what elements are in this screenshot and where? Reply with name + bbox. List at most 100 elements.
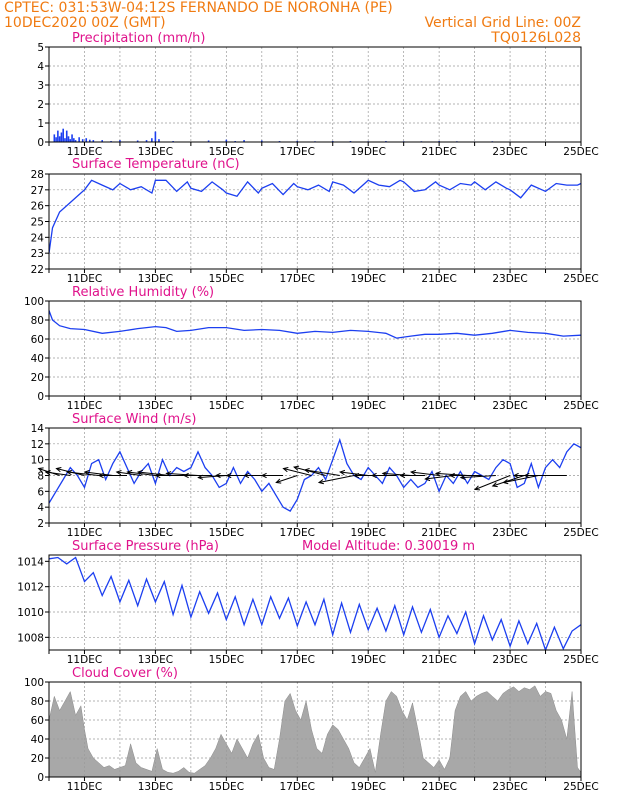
precip-xtick-label: 25DEC [563,146,598,158]
precip-bar [55,137,57,142]
wind-vector [304,469,340,476]
wind-vector-head [97,472,104,479]
precip-bar [207,140,210,142]
cloud-xtick-label: 15DEC [209,781,244,793]
wind-vector-head [214,472,221,479]
precip-bar [65,130,68,142]
precip-ytick-label: 2 [37,99,44,111]
wind-vector [67,471,99,476]
wind-vector [84,471,113,476]
pressure-xtick-label: 17DEC [280,654,315,666]
cloud-ytick-label: 100 [24,677,44,689]
temp-ytick-label: 23 [31,248,44,260]
cloud-ytick-label: 60 [31,715,44,727]
wind-vector-head [512,472,519,479]
wind-vector-head [523,472,530,479]
wind-title: Surface Wind (m/s) [72,412,196,427]
wind-vector-head [115,470,122,476]
wind-vector-head [473,485,481,491]
wind-vector-head [459,474,466,480]
wind-vector-head [136,469,143,476]
temp-ytick-label: 27 [31,185,44,197]
cloud-panel: 0 20 40 60 80 100 11DEC 13DEC 15DEC 17DEC 19DEC 21D… [24,677,599,793]
wind-ytick-label: 14 [31,423,45,435]
rh-xtick-label: 17DEC [280,400,315,412]
wind-vector-head [339,469,346,476]
wind-vector [294,466,326,476]
precip-bar [119,140,121,142]
header-grid-note: Vertical Grid Line: 00Z [425,15,581,31]
precip-bar [67,136,70,142]
wind-xtick-label: 19DEC [350,527,385,539]
temp-panel: 22 23 24 25 26 27 28 11DEC 13DEC 15DEC 17DEC 19DEC 2… [31,169,599,285]
precip-bar [78,137,80,142]
precip-xtick-label: 23DEC [492,146,527,158]
chart-header: CPTEC: 031:53W-04:12S FERNANDO DE NORONH… [4,0,581,46]
wind-ytick-label: 6 [37,486,44,498]
rh-frame [48,300,582,397]
precip-xtick-label: 11DEC [67,146,102,158]
wind-vector-head [154,472,161,479]
rh-ytick-label: 100 [24,296,44,308]
precip-frame [48,46,582,143]
rh-xtick-label: 19DEC [350,400,385,412]
temp-xtick-label: 23DEC [492,273,527,285]
precip-bar [92,140,95,142]
wind-vector [460,475,496,479]
precip-bar [101,140,103,142]
temp-xtick-label: 15DEC [209,273,244,285]
wind-vector-head [37,467,44,473]
precip-bar [85,138,88,142]
temp-ytick-label: 24 [31,232,45,244]
temp-ytick-label: 22 [31,264,44,276]
wind-ytick-label: 10 [31,455,44,467]
precip-bar [53,134,56,142]
wind-ytick-label: 8 [37,471,44,483]
temp-ytick-label: 26 [31,201,45,213]
cloud-xtick-label: 23DEC [492,781,527,793]
temp-ytick-label: 25 [31,217,44,229]
wind-vector-head [126,469,133,476]
cloud-ytick-label: 20 [31,753,44,765]
precip-bar [151,138,153,142]
precip-bar [88,139,91,142]
cloud-xtick-label: 11DEC [67,781,102,793]
temp-xtick-label: 13DEC [138,273,173,285]
wind-panel: 2 4 6 8 10 12 14 11DEC 13DEC 15DEC 17DEC 19DEC 21DEC… [31,423,599,539]
pressure-ytick-label: 1010 [17,607,44,619]
header-run-time: 10DEC2020 00Z (GMT) [4,15,166,31]
wind-vector-head [293,465,300,471]
cloud-xtick-label: 17DEC [280,781,315,793]
precip-bar [62,128,64,142]
rh-ytick-label: 0 [37,391,44,403]
precip-xtick-label: 13DEC [138,146,173,158]
precip-panel: 0 1 2 3 4 5 11DEC 13DEC 15DEC 17DEC 19DEC 21DEC 23DE… [37,42,598,158]
cloud-ytick-label: 40 [31,734,44,746]
wind-ytick-label: 4 [37,502,44,514]
temp-title: Surface Temperature (nC) [72,157,240,172]
wind-vector-head [381,471,388,477]
pressure-frame [48,554,582,651]
precip-ytick-label: 5 [37,42,44,54]
precip-bar [71,134,73,142]
rh-xtick-label: 23DEC [492,400,527,412]
pressure-xtick-label: 21DEC [421,654,456,666]
cloud-xtick-label: 19DEC [350,781,385,793]
pressure-xtick-label: 15DEC [209,654,244,666]
pressure-ytick-label: 1008 [17,632,44,644]
precip-bar [154,131,157,142]
wind-vector-head [282,466,289,473]
precip-bar [225,139,228,142]
precip-bar [136,140,139,142]
wind-vector-head [502,479,509,485]
cloud-cover-area [48,685,582,778]
wind-ytick-label: 12 [31,439,44,451]
wind-vector-head [165,471,172,477]
wind-vector [283,468,312,476]
precip-bar [81,139,84,142]
rh-xtick-label: 11DEC [67,400,102,412]
wind-vector-head [243,472,250,479]
pressure-line [49,556,581,650]
wind-vector [116,471,142,476]
pressure-xtick-label: 23DEC [492,654,527,666]
